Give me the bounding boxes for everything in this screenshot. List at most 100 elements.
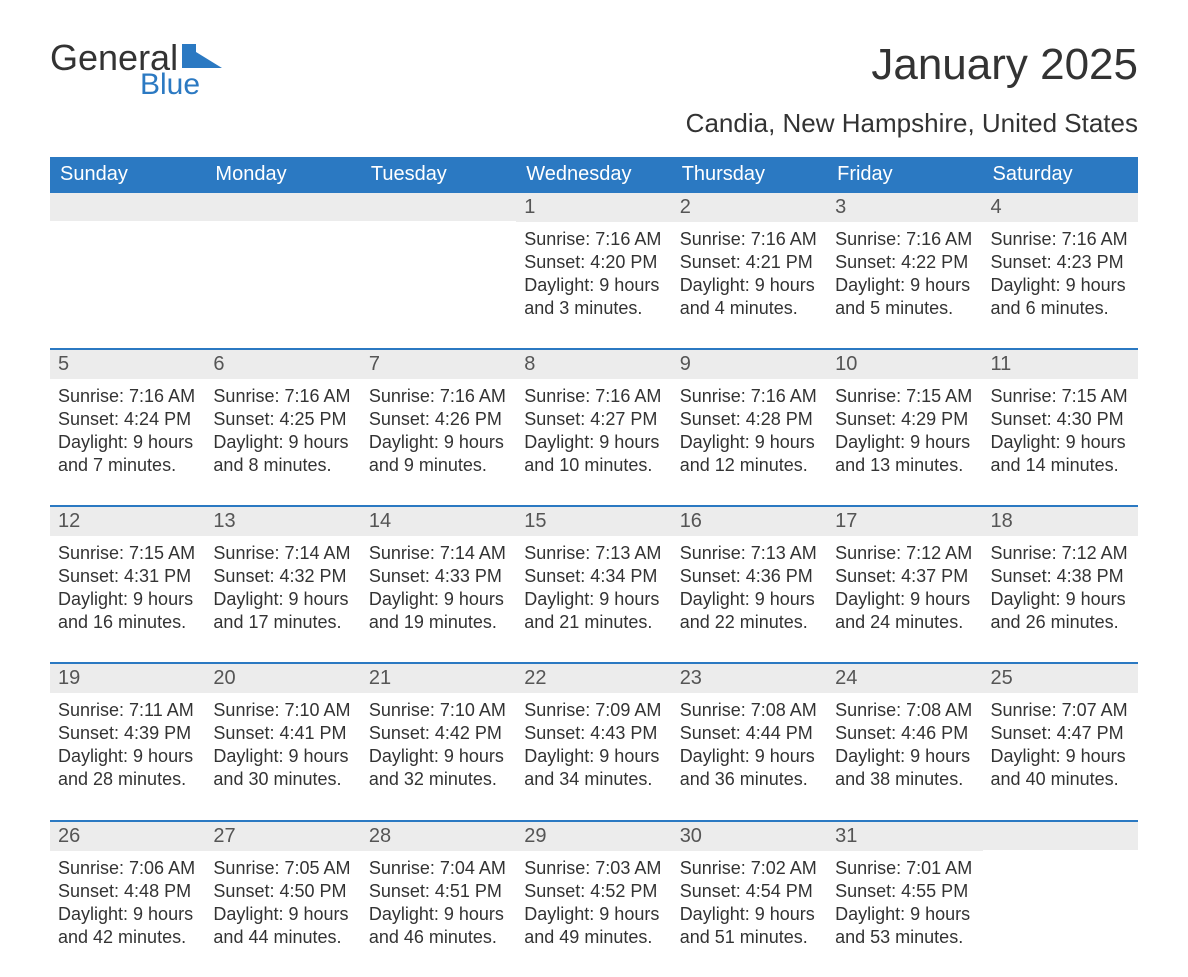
day-body: Sunrise: 7:16 AMSunset: 4:27 PMDaylight:… bbox=[516, 379, 671, 477]
day-cell: 4Sunrise: 7:16 AMSunset: 4:23 PMDaylight… bbox=[983, 193, 1138, 348]
day-body: Sunrise: 7:16 AMSunset: 4:22 PMDaylight:… bbox=[827, 222, 982, 320]
day-number: 7 bbox=[361, 350, 516, 379]
week-row: 1Sunrise: 7:16 AMSunset: 4:20 PMDaylight… bbox=[50, 193, 1138, 348]
day-body: Sunrise: 7:15 AMSunset: 4:30 PMDaylight:… bbox=[983, 379, 1138, 477]
day-number: 25 bbox=[983, 664, 1138, 693]
title-month: January 2025 bbox=[686, 40, 1138, 90]
day-body: Sunrise: 7:09 AMSunset: 4:43 PMDaylight:… bbox=[516, 693, 671, 791]
week-row: 5Sunrise: 7:16 AMSunset: 4:24 PMDaylight… bbox=[50, 348, 1138, 505]
day-sunrise: Sunrise: 7:10 AM bbox=[369, 699, 508, 722]
day-daylight2: and 13 minutes. bbox=[835, 454, 974, 477]
day-daylight2: and 51 minutes. bbox=[680, 926, 819, 949]
day-sunset: Sunset: 4:42 PM bbox=[369, 722, 508, 745]
day-number: 27 bbox=[205, 822, 360, 851]
day-number: 11 bbox=[983, 350, 1138, 379]
day-body: Sunrise: 7:02 AMSunset: 4:54 PMDaylight:… bbox=[672, 851, 827, 949]
day-daylight1: Daylight: 9 hours bbox=[680, 431, 819, 454]
day-number: 20 bbox=[205, 664, 360, 693]
day-daylight1: Daylight: 9 hours bbox=[835, 745, 974, 768]
day-daylight1: Daylight: 9 hours bbox=[369, 588, 508, 611]
day-sunset: Sunset: 4:46 PM bbox=[835, 722, 974, 745]
day-daylight2: and 6 minutes. bbox=[991, 297, 1130, 320]
day-daylight1: Daylight: 9 hours bbox=[58, 745, 197, 768]
day-cell: 30Sunrise: 7:02 AMSunset: 4:54 PMDayligh… bbox=[672, 822, 827, 977]
day-daylight2: and 3 minutes. bbox=[524, 297, 663, 320]
day-sunrise: Sunrise: 7:01 AM bbox=[835, 857, 974, 880]
day-daylight1: Daylight: 9 hours bbox=[213, 588, 352, 611]
day-daylight2: and 30 minutes. bbox=[213, 768, 352, 791]
day-daylight1: Daylight: 9 hours bbox=[524, 274, 663, 297]
day-number: 24 bbox=[827, 664, 982, 693]
day-sunset: Sunset: 4:55 PM bbox=[835, 880, 974, 903]
day-number: 19 bbox=[50, 664, 205, 693]
day-sunrise: Sunrise: 7:16 AM bbox=[369, 385, 508, 408]
day-number bbox=[205, 193, 360, 221]
day-sunset: Sunset: 4:48 PM bbox=[58, 880, 197, 903]
calendar: Sunday Monday Tuesday Wednesday Thursday… bbox=[50, 157, 1138, 977]
day-sunrise: Sunrise: 7:10 AM bbox=[213, 699, 352, 722]
day-sunrise: Sunrise: 7:08 AM bbox=[680, 699, 819, 722]
day-daylight2: and 42 minutes. bbox=[58, 926, 197, 949]
day-header-sat: Saturday bbox=[983, 157, 1138, 193]
day-sunrise: Sunrise: 7:14 AM bbox=[369, 542, 508, 565]
day-sunrise: Sunrise: 7:11 AM bbox=[58, 699, 197, 722]
day-number: 13 bbox=[205, 507, 360, 536]
day-body: Sunrise: 7:12 AMSunset: 4:37 PMDaylight:… bbox=[827, 536, 982, 634]
title-block: January 2025 Candia, New Hampshire, Unit… bbox=[686, 40, 1138, 139]
day-cell: 18Sunrise: 7:12 AMSunset: 4:38 PMDayligh… bbox=[983, 507, 1138, 662]
day-sunrise: Sunrise: 7:05 AM bbox=[213, 857, 352, 880]
week-row: 19Sunrise: 7:11 AMSunset: 4:39 PMDayligh… bbox=[50, 662, 1138, 819]
day-sunrise: Sunrise: 7:12 AM bbox=[991, 542, 1130, 565]
day-cell: 13Sunrise: 7:14 AMSunset: 4:32 PMDayligh… bbox=[205, 507, 360, 662]
week-row: 26Sunrise: 7:06 AMSunset: 4:48 PMDayligh… bbox=[50, 820, 1138, 977]
day-daylight1: Daylight: 9 hours bbox=[991, 588, 1130, 611]
day-sunset: Sunset: 4:27 PM bbox=[524, 408, 663, 431]
day-body: Sunrise: 7:03 AMSunset: 4:52 PMDaylight:… bbox=[516, 851, 671, 949]
day-header-thu: Thursday bbox=[672, 157, 827, 193]
day-sunrise: Sunrise: 7:16 AM bbox=[680, 385, 819, 408]
day-sunset: Sunset: 4:54 PM bbox=[680, 880, 819, 903]
day-daylight2: and 16 minutes. bbox=[58, 611, 197, 634]
day-daylight1: Daylight: 9 hours bbox=[680, 274, 819, 297]
day-daylight1: Daylight: 9 hours bbox=[680, 588, 819, 611]
day-body: Sunrise: 7:04 AMSunset: 4:51 PMDaylight:… bbox=[361, 851, 516, 949]
day-sunset: Sunset: 4:33 PM bbox=[369, 565, 508, 588]
day-cell: 2Sunrise: 7:16 AMSunset: 4:21 PMDaylight… bbox=[672, 193, 827, 348]
day-daylight1: Daylight: 9 hours bbox=[369, 903, 508, 926]
day-daylight1: Daylight: 9 hours bbox=[991, 431, 1130, 454]
day-sunset: Sunset: 4:26 PM bbox=[369, 408, 508, 431]
day-daylight2: and 10 minutes. bbox=[524, 454, 663, 477]
day-sunset: Sunset: 4:24 PM bbox=[58, 408, 197, 431]
day-number: 22 bbox=[516, 664, 671, 693]
day-body: Sunrise: 7:16 AMSunset: 4:23 PMDaylight:… bbox=[983, 222, 1138, 320]
day-sunset: Sunset: 4:52 PM bbox=[524, 880, 663, 903]
day-number: 21 bbox=[361, 664, 516, 693]
day-sunset: Sunset: 4:29 PM bbox=[835, 408, 974, 431]
day-cell bbox=[205, 193, 360, 348]
day-sunset: Sunset: 4:22 PM bbox=[835, 251, 974, 274]
day-sunset: Sunset: 4:39 PM bbox=[58, 722, 197, 745]
day-sunset: Sunset: 4:37 PM bbox=[835, 565, 974, 588]
day-sunrise: Sunrise: 7:08 AM bbox=[835, 699, 974, 722]
day-number: 9 bbox=[672, 350, 827, 379]
day-number: 29 bbox=[516, 822, 671, 851]
day-body: Sunrise: 7:16 AMSunset: 4:24 PMDaylight:… bbox=[50, 379, 205, 477]
day-sunrise: Sunrise: 7:16 AM bbox=[213, 385, 352, 408]
day-daylight1: Daylight: 9 hours bbox=[524, 588, 663, 611]
day-daylight1: Daylight: 9 hours bbox=[213, 431, 352, 454]
day-number: 8 bbox=[516, 350, 671, 379]
day-daylight2: and 46 minutes. bbox=[369, 926, 508, 949]
day-daylight2: and 4 minutes. bbox=[680, 297, 819, 320]
day-daylight1: Daylight: 9 hours bbox=[369, 745, 508, 768]
day-cell: 8Sunrise: 7:16 AMSunset: 4:27 PMDaylight… bbox=[516, 350, 671, 505]
day-number: 5 bbox=[50, 350, 205, 379]
day-daylight2: and 14 minutes. bbox=[991, 454, 1130, 477]
day-daylight1: Daylight: 9 hours bbox=[369, 431, 508, 454]
day-number: 28 bbox=[361, 822, 516, 851]
day-cell: 14Sunrise: 7:14 AMSunset: 4:33 PMDayligh… bbox=[361, 507, 516, 662]
day-daylight1: Daylight: 9 hours bbox=[58, 588, 197, 611]
day-cell: 29Sunrise: 7:03 AMSunset: 4:52 PMDayligh… bbox=[516, 822, 671, 977]
day-body: Sunrise: 7:11 AMSunset: 4:39 PMDaylight:… bbox=[50, 693, 205, 791]
day-daylight2: and 24 minutes. bbox=[835, 611, 974, 634]
day-cell: 25Sunrise: 7:07 AMSunset: 4:47 PMDayligh… bbox=[983, 664, 1138, 819]
